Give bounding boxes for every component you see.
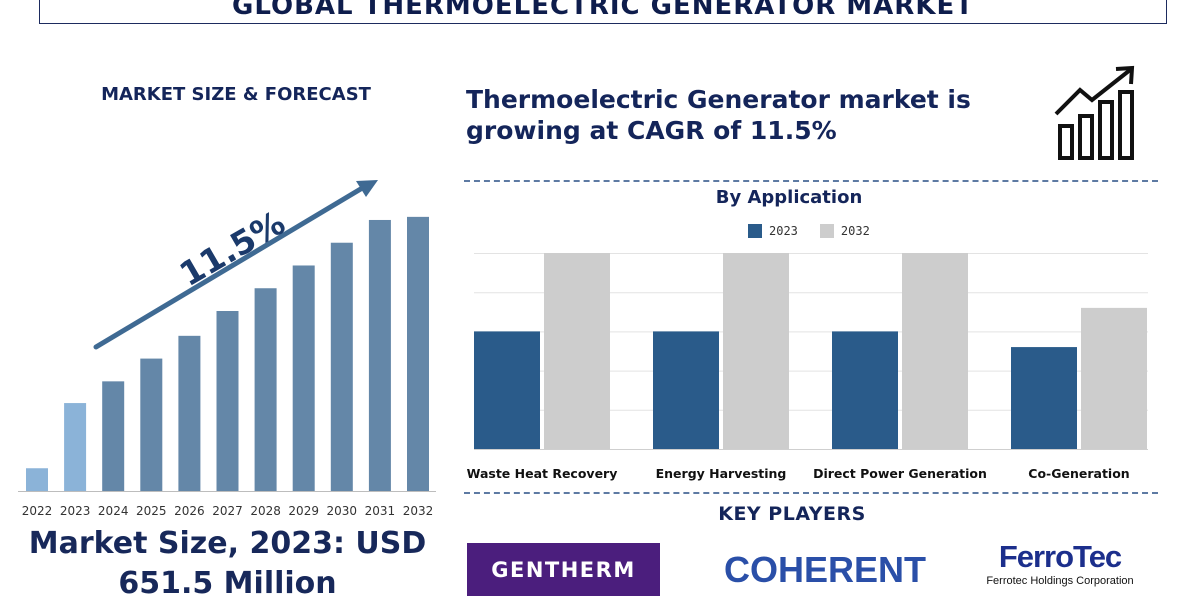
x-tick-label: 2022: [22, 504, 53, 518]
legend-swatch-2032: [819, 224, 834, 238]
market-size-line-1: Market Size, 2023: USD: [28, 526, 427, 561]
x-tick-label: 2023: [60, 504, 91, 518]
ferrotec-logo-text: FerroTec: [998, 539, 1122, 574]
growth-arrow-line: [93, 184, 367, 350]
application-bar: [474, 331, 540, 449]
market-size-subtitle: MARKET SIZE & FORECAST: [101, 84, 371, 105]
bar-chart-growth-arrow-icon: [1054, 65, 1135, 160]
headline-line-1: Thermoelectric Generator market is: [466, 85, 971, 114]
forecast-bar: [254, 288, 277, 491]
market-size-text: Market Size, 2023: USD 651.5 Million: [0, 524, 455, 604]
x-tick-label: 2029: [288, 504, 319, 518]
x-tick-label: 2026: [174, 504, 205, 518]
forecast-bar: [140, 358, 163, 491]
forecast-bar: [26, 468, 48, 491]
gentherm-logo-text: GENTHERM: [491, 557, 636, 582]
headline-line-2: growing at CAGR of 11.5%: [466, 116, 837, 145]
application-bar: [832, 331, 898, 449]
legend-item-2023: 2023: [748, 224, 798, 238]
category-label: Waste Heat Recovery: [467, 466, 618, 481]
ferrotec-logo-subtitle: Ferrotec Holdings Corporation: [986, 575, 1134, 587]
application-bar: [653, 331, 719, 449]
x-tick-label: 2032: [403, 504, 434, 518]
application-legend: 2023 2032: [748, 224, 892, 238]
forecast-bar: [216, 311, 239, 491]
cagr-headline: Thermoelectric Generator market is growi…: [466, 84, 1026, 146]
x-tick-label: 2024: [98, 504, 129, 518]
category-label: Direct Power Generation: [813, 466, 987, 481]
coherent-logo-text: COHERENT: [724, 549, 927, 590]
forecast-bar: [368, 219, 391, 491]
divider-bottom: [464, 492, 1158, 494]
legend-label-2032: 2032: [840, 224, 870, 238]
market-forecast-chart: 2022 2023 2024 2025 2026 2027 2028 2029 2030 2031…: [18, 180, 436, 518]
x-tick-label: 2031: [365, 504, 396, 518]
legend-label-2023: 2023: [769, 224, 798, 238]
coherent-logo: COHERENT: [724, 548, 926, 592]
forecast-bar: [102, 381, 125, 491]
category-label: Energy Harvesting: [656, 466, 787, 481]
forecast-bar: [64, 403, 87, 491]
market-size-line-2: 651.5 Million: [118, 566, 337, 601]
divider-top: [464, 180, 1158, 182]
application-bar: [1081, 307, 1147, 449]
application-bar: [1011, 347, 1077, 449]
legend-swatch-2023: [748, 224, 762, 238]
x-tick-label: 2030: [327, 504, 358, 518]
x-tick-label: 2028: [250, 504, 281, 518]
forecast-bar: [178, 335, 201, 491]
title-banner: GLOBAL THERMOELECTRIC GENERATOR MARKET: [39, 0, 1167, 24]
page-title: GLOBAL THERMOELECTRIC GENERATOR MARKET: [232, 0, 974, 21]
growth-arrow-head: [356, 180, 378, 197]
x-tick-label: 2025: [136, 504, 167, 518]
application-bar-chart: Waste Heat Recovery Energy Harvesting Dire…: [467, 253, 1148, 481]
gentherm-logo: GENTHERM: [467, 543, 660, 596]
forecast-bar: [407, 216, 429, 491]
key-players-title: KEY PLAYERS: [718, 503, 866, 525]
application-bar: [723, 253, 789, 449]
ferrotec-logo: FerroTec Ferrotec Holdings Corporation: [965, 539, 1155, 588]
application-bar: [902, 253, 968, 449]
application-bar: [544, 253, 610, 449]
x-tick-label: 2027: [212, 504, 243, 518]
cagr-annotation: 11.5%: [173, 203, 292, 294]
legend-item-2032: 2032: [819, 224, 870, 238]
application-chart-title: By Application: [715, 187, 863, 208]
forecast-bar: [292, 265, 315, 491]
category-label: Co-Generation: [1028, 466, 1129, 481]
forecast-bar: [330, 242, 353, 491]
